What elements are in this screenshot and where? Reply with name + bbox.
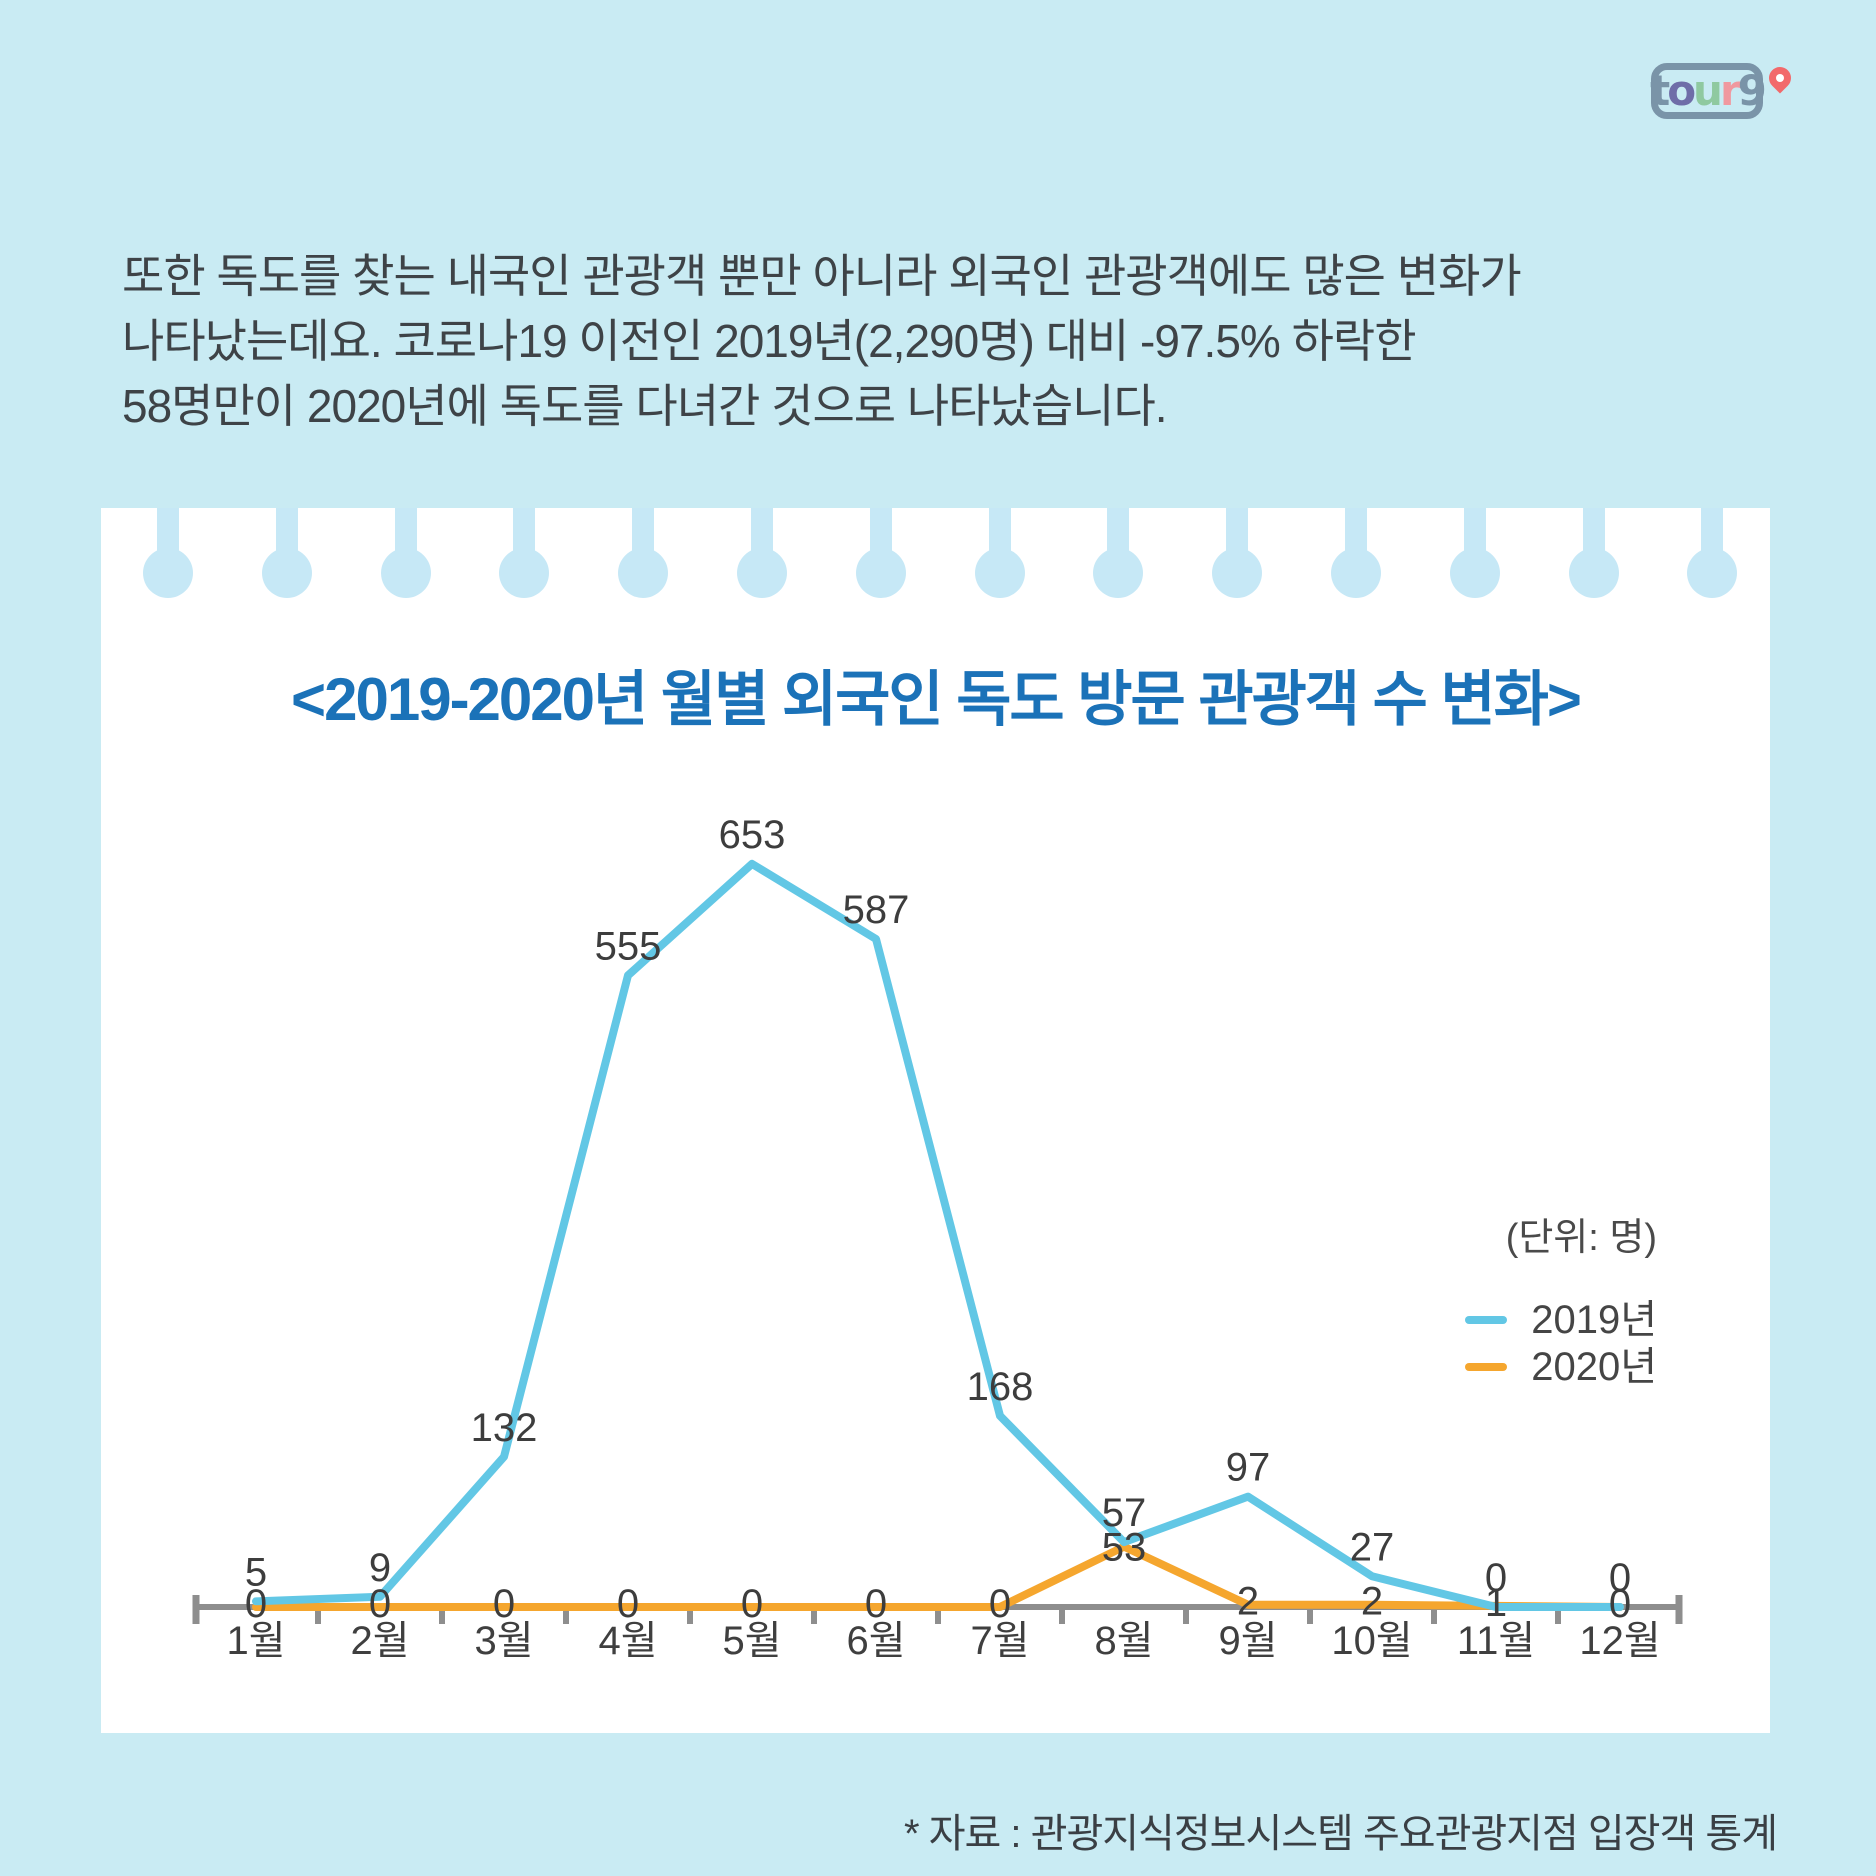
- series-line-2019년: [252, 859, 1624, 1611]
- data-label-2020년: 0: [617, 1582, 639, 1626]
- x-tick-label: 3월: [474, 1619, 533, 1663]
- data-label-2020년: 0: [245, 1582, 267, 1626]
- data-label-2019년: 97: [1226, 1446, 1271, 1490]
- data-label-2020년: 2: [1361, 1580, 1383, 1624]
- line-chart: 1월 2월 3월 4월 5월 6월 7월 8월 9월 10월 11월 12월 5 9 132 555 653 58…: [192, 813, 1683, 1663]
- data-label-2019년: 132: [471, 1406, 538, 1450]
- data-label-2019년: 653: [719, 813, 786, 857]
- data-label-2019년: 0: [1485, 1556, 1507, 1600]
- x-tick-label: 2월: [350, 1619, 409, 1663]
- x-tick-label: 12월: [1579, 1619, 1660, 1663]
- data-label-2020년: 0: [989, 1582, 1011, 1626]
- data-label-2019년: 587: [843, 888, 910, 932]
- legend-label: 2020년: [1531, 1345, 1657, 1389]
- legend-items: 2019년 2020년: [1465, 1295, 1657, 1389]
- x-tick-label: 1월: [226, 1619, 285, 1663]
- x-tick-label: 10월: [1331, 1619, 1412, 1663]
- data-label-2019년: 57: [1102, 1491, 1147, 1535]
- logo-letter: t: [1650, 66, 1670, 115]
- x-tick-label: 9월: [1218, 1619, 1277, 1663]
- legend-color-dash: [1465, 1363, 1508, 1371]
- source-note: * 자료 : 관광지식정보시스템 주요관광지점 입장객 통계: [904, 1812, 1778, 1856]
- data-label-2019년: 27: [1350, 1525, 1395, 1569]
- x-tick-label: 7월: [970, 1619, 1029, 1663]
- data-label-2019년: 555: [595, 924, 662, 968]
- legend-color-dash: [1465, 1316, 1508, 1324]
- data-label-2020년: 0: [1609, 1582, 1631, 1626]
- data-label-2019년: 9: [369, 1546, 391, 1590]
- chart-title: <2019-2020년 월별 외국인 독도 방문 관광객 수 변화>: [291, 666, 1582, 733]
- intro-line: 58명만이 2020년에 독도를 다녀간 것으로 나타났습니다.: [122, 380, 1168, 432]
- legend-item: 2019년: [1465, 1298, 1657, 1342]
- data-label-2020년: 0: [493, 1582, 515, 1626]
- x-tick-label: 11월: [1457, 1619, 1535, 1663]
- data-label-2019년: 168: [967, 1365, 1034, 1409]
- intro-text: 또한 독도를 찾는 내국인 관광객 뿐만 아니라 외국인 관광객에도 많은 변화…: [122, 244, 1782, 439]
- x-tick-label: 5월: [722, 1619, 781, 1663]
- legend-item: 2020년: [1465, 1345, 1657, 1389]
- logo-letter: o: [1667, 66, 1696, 115]
- data-label-2019년: 0: [1609, 1556, 1631, 1600]
- paper-drips: [101, 508, 1770, 628]
- legend-label: 2019년: [1531, 1298, 1657, 1342]
- data-label-2020년: 0: [741, 1582, 763, 1626]
- data-label-2019년: 5: [245, 1550, 267, 1594]
- chart-panel: <2019-2020년 월별 외국인 독도 방문 관광객 수 변화> 1월 2월 3…: [101, 508, 1770, 1733]
- logo-letter: r: [1719, 66, 1741, 115]
- x-tick-label: 8월: [1094, 1619, 1153, 1663]
- map-pin-icon: [1764, 62, 1796, 94]
- x-tick-label: 6월: [846, 1619, 905, 1663]
- intro-line: 나타났는데요. 코로나19 이전인 2019년(2,290명) 대비 -97.5…: [122, 315, 1417, 367]
- data-label-2020년: 1: [1485, 1581, 1507, 1625]
- logo-letter: 9: [1737, 66, 1767, 115]
- chart-legend: (단위: 명) 2019년 2020년: [1465, 1206, 1657, 1389]
- data-label-2020년: 2: [1237, 1580, 1259, 1624]
- x-tick-label: 4월: [598, 1619, 657, 1663]
- series-line-2020년: [252, 1542, 1624, 1611]
- unit-label: (단위: 명): [1505, 1217, 1657, 1259]
- data-label-2020년: 53: [1102, 1526, 1147, 1570]
- intro-line: 또한 독도를 찾는 내국인 관광객 뿐만 아니라 외국인 관광객에도 많은 변화…: [122, 250, 1522, 302]
- data-label-2020년: 0: [369, 1582, 391, 1626]
- data-label-2020년: 0: [865, 1582, 887, 1626]
- logo-letter: u: [1693, 66, 1723, 115]
